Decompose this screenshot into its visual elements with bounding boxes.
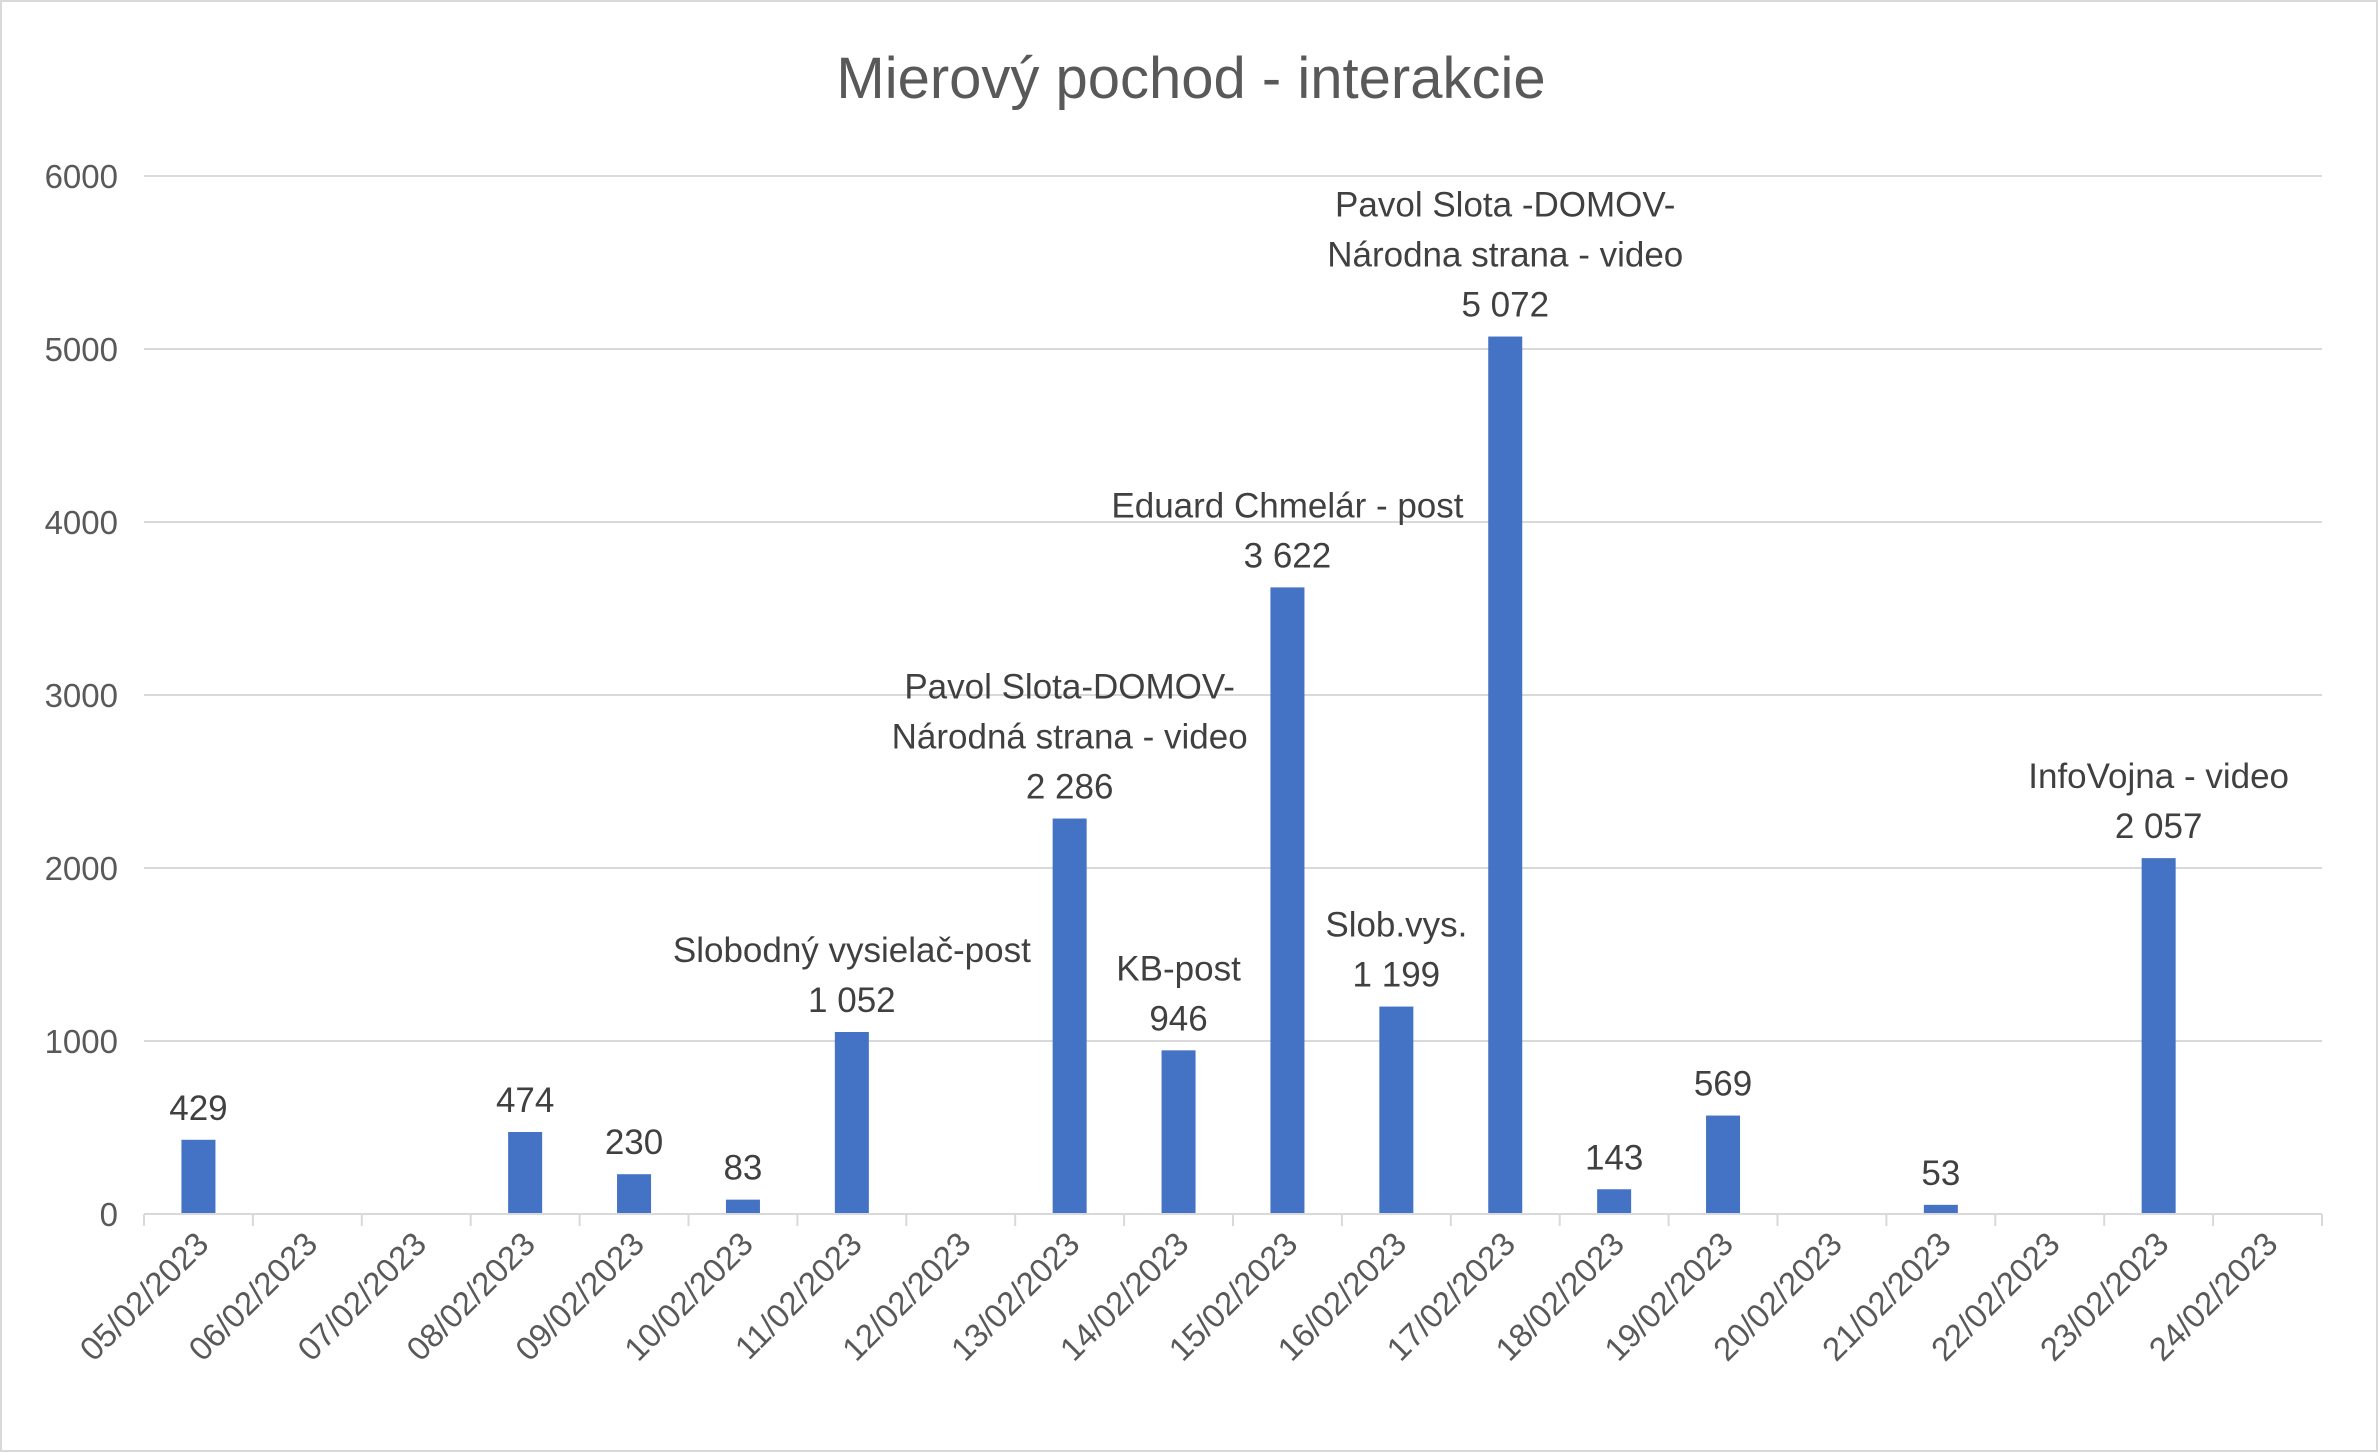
data-label: 230 [605,1123,663,1162]
bar [2141,858,2176,1214]
data-label: 2 286 [1026,768,1114,807]
data-label: 474 [496,1081,554,1120]
data-label: Slob.vys. [1325,906,1467,945]
bar [1270,587,1305,1214]
data-label: 3 622 [1244,536,1332,575]
bar [1379,1006,1414,1214]
data-label: Národná strana - video [892,718,1248,757]
bar [1488,336,1523,1214]
gridlines [144,175,2322,1042]
chart-title: Mierový pochod - interakcie [836,46,1545,111]
data-labels: 429 474 230 83 Slobodný vysielač-post 1 052 Pa… [169,186,2289,1193]
x-axis-ticks: 05/02/202306/02/202307/02/202308/02/2023… [72,1225,2284,1368]
y-tick-label: 6000 [45,158,118,195]
data-label: Pavol Slota -DOMOV- [1335,186,1675,225]
y-tick-label: 3000 [45,677,118,714]
bar [508,1131,543,1214]
bar [834,1032,869,1214]
bars [181,336,2176,1214]
data-label: KB-post [1116,949,1241,988]
bar [1923,1204,1958,1214]
bar [181,1139,216,1214]
y-tick-label: 0 [100,1196,118,1233]
data-label: 83 [723,1149,762,1188]
bar [1706,1115,1741,1214]
data-label: Eduard Chmelár - post [1111,486,1463,525]
bar [1597,1189,1632,1214]
data-label: 1 052 [808,981,896,1020]
y-tick-label: 1000 [45,1023,118,1060]
y-axis-ticks: 0 1000 2000 3000 4000 5000 6000 [45,158,118,1233]
data-label: 1 199 [1353,956,1441,995]
data-label: 946 [1149,999,1207,1038]
data-label: 5 072 [1461,286,1549,325]
data-label: 2 057 [2115,807,2203,846]
bar [725,1199,760,1214]
data-label: 53 [1921,1154,1960,1193]
data-label: 569 [1694,1065,1752,1104]
x-axis [143,1213,2323,1226]
data-label: 143 [1585,1138,1643,1177]
bar [1052,818,1087,1214]
data-label: Národna strana - video [1327,236,1683,275]
data-label: InfoVojna - video [2028,757,2289,796]
data-label: Slobodný vysielač-post [673,931,1031,970]
y-tick-label: 5000 [45,331,118,368]
bar [617,1174,652,1214]
y-tick-label: 4000 [45,504,118,541]
bar [1161,1050,1196,1214]
y-tick-label: 2000 [45,850,118,887]
data-label: Pavol Slota-DOMOV- [904,668,1235,707]
data-label: 429 [169,1089,227,1128]
